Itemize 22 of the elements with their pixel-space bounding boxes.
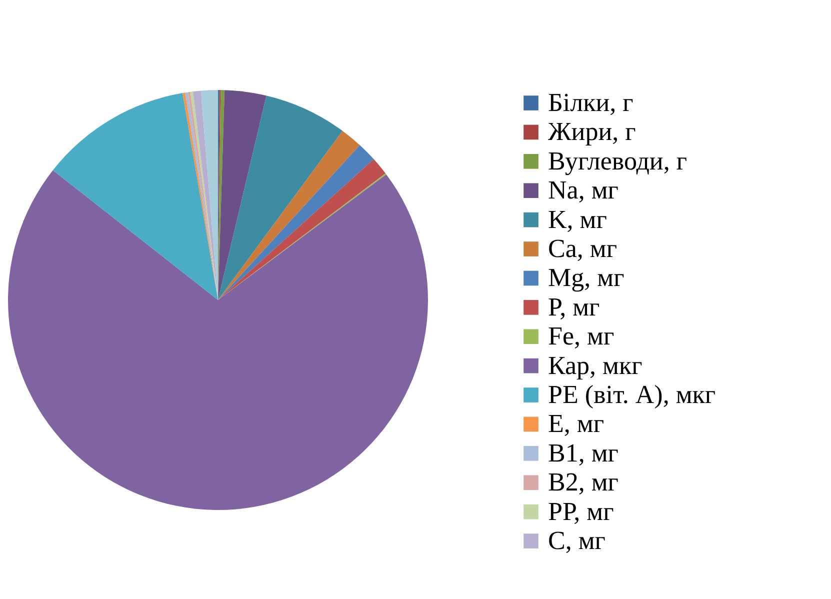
pie-slice xyxy=(218,96,342,300)
pie-slice xyxy=(8,170,428,510)
legend-label: РР, мг xyxy=(548,496,614,526)
legend-label: Fe, мг xyxy=(548,322,614,351)
legend-label: В1, мг xyxy=(548,438,618,468)
legend-label: Mg, мг xyxy=(548,263,624,292)
pie-slice xyxy=(52,93,218,300)
pie-slice xyxy=(218,130,360,300)
legend-label: K, мг xyxy=(548,204,607,234)
legend-label: Білки, г xyxy=(548,88,634,117)
legend-label: Ca, мг xyxy=(548,234,617,263)
legend-label: P, мг xyxy=(548,292,600,322)
legend-label: В2, мг xyxy=(548,468,618,497)
pie-slice xyxy=(218,90,266,300)
legend-label: Е, мг xyxy=(548,409,604,438)
legend-label: Na, мг xyxy=(548,176,618,205)
legend-label: Кар, мкг xyxy=(548,350,642,380)
legend-label: С, мг xyxy=(548,526,606,555)
legend-label: РЕ (віт. А), мкг xyxy=(548,380,716,409)
legend-label: Жири, г xyxy=(548,117,636,146)
legend-label: Вуглеводи, г xyxy=(548,146,688,176)
pie-slice xyxy=(200,90,218,300)
